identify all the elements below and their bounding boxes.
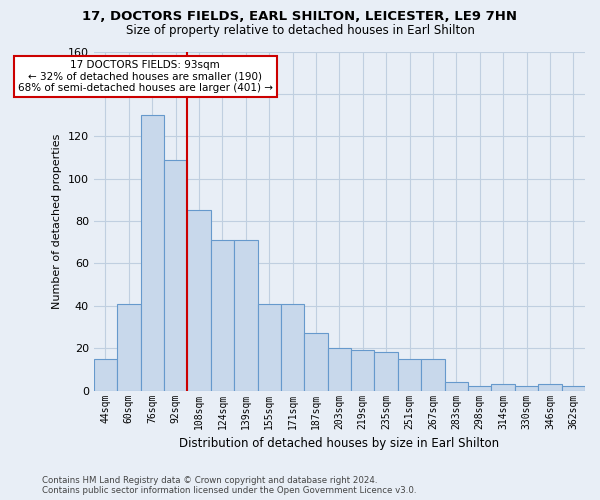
Bar (328, 348, 351, 391)
Bar (117, 304, 140, 390)
Bar (211, 240, 234, 390)
Text: Contains HM Land Registry data © Crown copyright and database right 2024.: Contains HM Land Registry data © Crown c… (42, 476, 377, 485)
Text: Size of property relative to detached houses in Earl Shilton: Size of property relative to detached ho… (125, 24, 475, 37)
Bar (445, 382, 468, 390)
Text: 17, DOCTORS FIELDS, EARL SHILTON, LEICESTER, LE9 7HN: 17, DOCTORS FIELDS, EARL SHILTON, LEICES… (83, 10, 517, 23)
Bar (187, 210, 211, 390)
Bar (281, 304, 304, 390)
X-axis label: Distribution of detached houses by size in Earl Shilton: Distribution of detached houses by size … (179, 437, 499, 450)
Bar (257, 304, 281, 390)
Text: Contains public sector information licensed under the Open Government Licence v3: Contains public sector information licen… (42, 486, 416, 495)
Bar (421, 359, 445, 390)
Bar (304, 334, 328, 390)
Bar (538, 384, 562, 390)
Bar (398, 359, 421, 390)
Bar (351, 350, 374, 391)
Bar (491, 384, 515, 390)
Bar (562, 386, 585, 390)
Bar (140, 115, 164, 390)
Y-axis label: Number of detached properties: Number of detached properties (52, 134, 62, 309)
Bar (468, 386, 491, 390)
Bar (515, 386, 538, 390)
Bar (374, 352, 398, 391)
Text: 17 DOCTORS FIELDS: 93sqm
← 32% of detached houses are smaller (190)
68% of semi-: 17 DOCTORS FIELDS: 93sqm ← 32% of detach… (18, 60, 273, 93)
Bar (234, 240, 257, 390)
Bar (164, 160, 187, 390)
Bar (94, 359, 117, 390)
